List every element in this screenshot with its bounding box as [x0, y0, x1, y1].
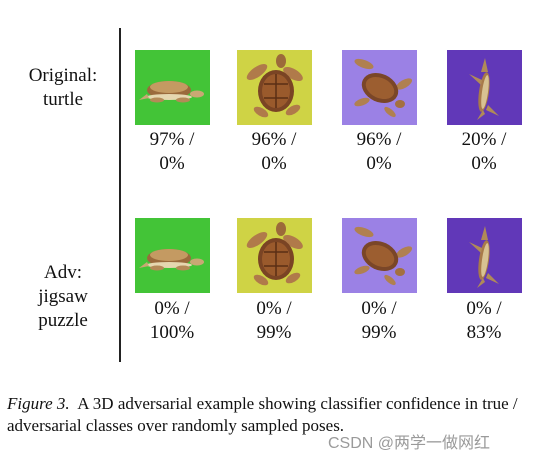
row-label-line: Original:: [28, 65, 98, 86]
confidence-line: 0%: [366, 153, 392, 174]
confidence-line: 0%: [261, 153, 287, 174]
confidence-line: 96% /: [251, 129, 297, 150]
confidence-line: 0%: [471, 153, 497, 174]
confidence-line: 0% /: [466, 298, 502, 319]
confidence-label: 96% / 0%: [334, 128, 424, 176]
confidence-line: 96% /: [356, 129, 402, 150]
row-label-line: turtle: [42, 89, 84, 110]
figure-label: Figure 3.: [7, 394, 70, 413]
confidence-label: 0% / 100%: [127, 297, 217, 345]
row-label-original: Original: turtle: [8, 64, 118, 112]
confidence-label: 20% / 0%: [439, 128, 529, 176]
confidence-line: 20% /: [461, 129, 507, 150]
turtle-image-tile: [447, 218, 522, 293]
confidence-line: 99%: [256, 322, 292, 343]
confidence-line: 0% /: [256, 298, 292, 319]
figure-caption: Figure 3. A 3D adversarial example showi…: [7, 393, 522, 437]
turtle-image-tile: [135, 218, 210, 293]
row-label-line: jigsaw: [38, 286, 88, 307]
turtle-image-tile: [135, 50, 210, 125]
confidence-line: 99%: [361, 322, 397, 343]
turtle-top-icon: [246, 222, 303, 286]
confidence-line: 0%: [159, 153, 185, 174]
row-label-adversarial: Adv: jigsaw puzzle: [8, 261, 118, 333]
confidence-label: 0% / 99%: [229, 297, 319, 345]
confidence-line: 100%: [149, 322, 195, 343]
turtle-diagonal-icon: [354, 226, 413, 286]
caption-text: A 3D adversarial example showing classif…: [7, 394, 518, 435]
confidence-line: 0% /: [154, 298, 190, 319]
turtle-edge-icon: [469, 226, 499, 288]
confidence-label: 0% / 99%: [334, 297, 424, 345]
confidence-line: 97% /: [149, 129, 195, 150]
confidence-line: 83%: [466, 322, 502, 343]
row-label-line: puzzle: [38, 310, 88, 331]
turtle-diagonal-icon: [354, 58, 413, 118]
turtle-side-icon: [139, 81, 204, 103]
confidence-label: 97% / 0%: [127, 128, 217, 176]
turtle-side-icon: [139, 249, 204, 271]
turtle-image-tile: [342, 50, 417, 125]
turtle-top-icon: [246, 54, 303, 118]
watermark: CSDN @两学一做网红: [328, 435, 491, 452]
turtle-image-tile: [237, 50, 312, 125]
vertical-divider: [119, 28, 121, 362]
turtle-image-tile: [342, 218, 417, 293]
turtle-edge-icon: [469, 58, 499, 120]
turtle-image-tile: [237, 218, 312, 293]
turtle-image-tile: [447, 50, 522, 125]
confidence-label: 96% / 0%: [229, 128, 319, 176]
confidence-line: 0% /: [361, 298, 397, 319]
confidence-label: 0% / 83%: [439, 297, 529, 345]
row-label-line: Adv:: [44, 262, 82, 283]
